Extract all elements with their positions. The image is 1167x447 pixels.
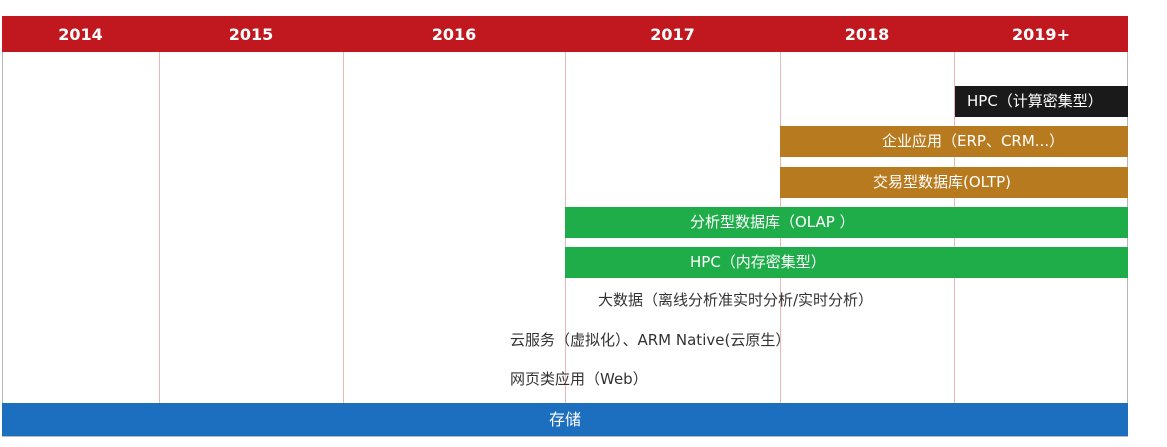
year-2018: 2018: [844, 25, 890, 44]
olap-bar: 分析型数据库（OLAP ）: [565, 207, 1128, 238]
cloud-label: 云服务（虚拟化）、ARM Native(云原生）: [510, 331, 791, 349]
year-2019-plus: 2019+: [1012, 25, 1070, 44]
big-data-label: 大数据（离线分析准实时分析/实时分析）: [598, 291, 874, 309]
hpc-memory-bar: HPC（内存密集型）: [565, 247, 1128, 278]
hpc-compute-bar: HPC（计算密集型）: [955, 86, 1128, 117]
enterprise-app-bar: 企业应用（ERP、CRM...）: [780, 126, 1128, 157]
year-header: 2014 2015 2016 2017 2018 2019+: [2, 16, 1128, 52]
column-divider: [343, 52, 344, 403]
year-2014: 2014: [58, 25, 103, 44]
year-2017: 2017: [650, 25, 695, 44]
year-2015: 2015: [228, 25, 274, 44]
storage-bar: 存储: [2, 403, 1128, 436]
year-2016: 2016: [431, 25, 477, 44]
oltp-bar: 交易型数据库(OLTP): [780, 167, 1128, 198]
web-label: 网页类应用（Web）: [510, 370, 648, 388]
column-divider: [159, 52, 160, 403]
